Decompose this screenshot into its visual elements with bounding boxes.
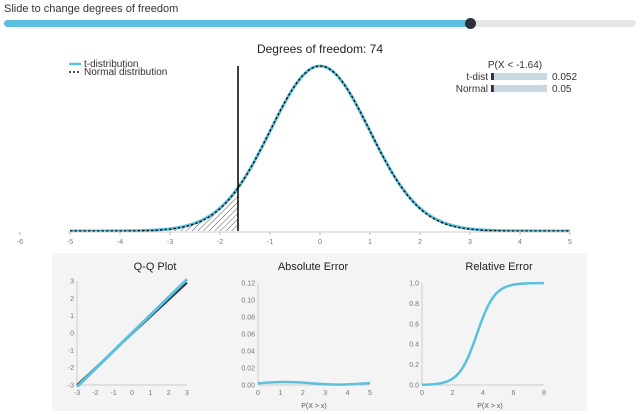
prob-tdist-bar-track [491, 73, 547, 80]
x-tick-label: 1 [368, 239, 372, 246]
x-tick-label: 0 [318, 239, 322, 246]
y-tick-label: 0.04 [241, 349, 255, 356]
y-tick-label: 0.2 [409, 362, 419, 369]
y-tick-label: 0.8 [409, 301, 419, 308]
prob-tdist-label: t-dist [466, 72, 488, 83]
x-tick-label: -2 [92, 390, 98, 397]
x-tick-label: -2 [217, 239, 223, 246]
qq-series-line [75, 278, 189, 388]
y-tick-label: 0 [70, 331, 74, 338]
prob-tdist-bar [491, 73, 494, 80]
y-tick-label: 0.08 [241, 315, 255, 322]
rel-x-label: P(X > x) [477, 403, 502, 410]
x-tick-label: -4 [117, 239, 123, 246]
slider-label: Slide to change degrees of freedom [4, 3, 179, 15]
y-tick-label: 0.12 [241, 281, 255, 288]
y-tick-label: -1 [68, 348, 74, 355]
y-tick-label: 2 [70, 296, 74, 303]
x-tick-label: 2 [301, 390, 305, 397]
prob-table-header: P(X < -1.64) [488, 60, 542, 71]
x-tick-label: -1 [111, 390, 117, 397]
x-tick-label: -3 [74, 390, 80, 397]
normal-distribution-curve [70, 65, 570, 232]
x-tick-label: 3 [185, 390, 189, 397]
x-tick-label: 3 [468, 239, 472, 246]
x-tick-label: -6 [17, 239, 23, 246]
y-tick-label: 0.6 [409, 321, 419, 328]
x-tick-label: 6 [512, 390, 516, 397]
slider-thumb[interactable] [465, 18, 477, 29]
x-tick-label: 4 [346, 390, 350, 397]
x-tick-label: 2 [167, 390, 171, 397]
x-tick-label: 5 [368, 390, 372, 397]
x-tick-label: 2 [418, 239, 422, 246]
y-tick-label: 0.02 [241, 366, 255, 373]
y-tick-label: 0.06 [241, 332, 255, 339]
x-tick-label: 8 [542, 390, 546, 397]
x-tick-label: 5 [568, 239, 572, 246]
x-tick-label: -5 [67, 239, 73, 246]
absolute-error-curve [257, 380, 371, 386]
slider-fill [4, 20, 471, 27]
prob-normal-value: 0.05 [552, 84, 572, 95]
x-tick-label: 0 [256, 390, 260, 397]
x-tick-label: -1 [267, 239, 273, 246]
relative-error-curve [421, 281, 544, 387]
prob-normal-bar [491, 85, 494, 92]
legend-t-label: t-distribution [84, 59, 138, 70]
relative-error-plot: Relative Error 0 2 4 6 8 0.0 0.2 0.4 0.6 0.8 1.0 P… [409, 261, 546, 410]
x-tick-label: 0 [420, 390, 424, 397]
relative-error-title: Relative Error [465, 261, 533, 273]
qq-plot-title: Q-Q Plot [134, 261, 177, 273]
x-tick-label: 4 [481, 390, 485, 397]
y-tick-label: 1 [70, 313, 74, 320]
y-tick-label: 0.4 [409, 342, 419, 349]
prob-normal-bar-track [491, 85, 547, 92]
y-tick-label: 3 [70, 279, 74, 286]
y-tick-label: -2 [68, 365, 74, 372]
absolute-error-title: Absolute Error [278, 261, 349, 273]
y-tick-label: 0.00 [241, 383, 255, 390]
degrees-of-freedom-slider[interactable] [4, 17, 636, 31]
y-tick-label: 0.10 [241, 298, 255, 305]
tail-shaded-area [70, 187, 238, 231]
y-tick-label: 0.0 [409, 383, 419, 390]
x-tick-label: 4 [518, 239, 522, 246]
x-tick-label: 2 [451, 390, 455, 397]
prob-tdist-value: 0.052 [552, 72, 577, 83]
legend-normal-label: Normal distribution [84, 67, 167, 78]
absolute-error-plot: Absolute Error 0 1 2 3 4 5 0.00 0.02 0.04 0.06 0.0… [241, 261, 372, 410]
prob-normal-label: Normal [456, 84, 488, 95]
main-plot-title: Degrees of freedom: 74 [257, 42, 383, 56]
x-tick-label: 1 [278, 390, 282, 397]
x-tick-label: 1 [148, 390, 152, 397]
x-tick-label: 0 [130, 390, 134, 397]
x-tick-label: 3 [323, 390, 327, 397]
distribution-plot: Degrees of freedom: 74 t-distribution No… [17, 42, 578, 246]
qq-plot: Q-Q Plot -3 -2 -1 0 1 2 3 -3 -2 -1 0 1 2 3 [68, 261, 189, 397]
y-tick-label: -3 [68, 383, 74, 390]
x-tick-label: -3 [167, 239, 173, 246]
abs-x-label: P(X > x) [301, 403, 326, 410]
y-tick-label: 1.0 [409, 281, 419, 288]
